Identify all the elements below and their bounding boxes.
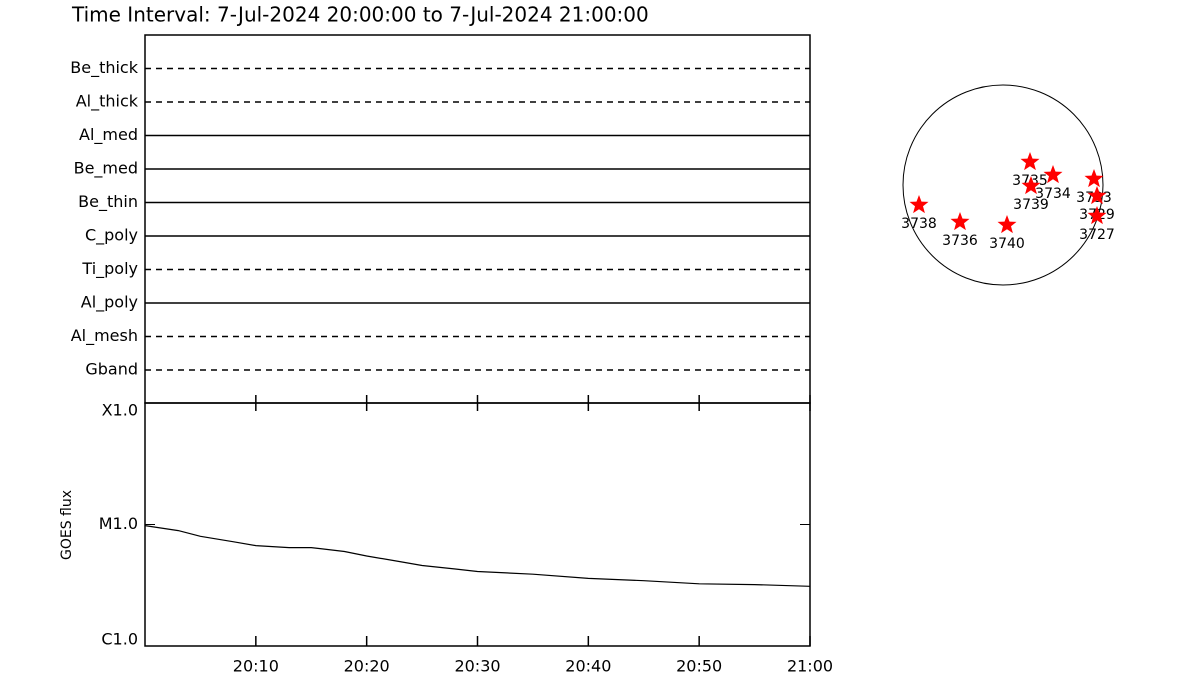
- active-region-label: 3739: [1013, 197, 1049, 213]
- filter-label: Gband: [85, 360, 138, 379]
- filter-label: Al_med: [79, 125, 138, 145]
- chart-title: Time Interval: 7-Jul-2024 20:00:00 to 7-…: [71, 3, 649, 27]
- x-tick-label: 20:50: [676, 657, 722, 676]
- filter-label: C_poly: [85, 226, 138, 246]
- active-region-star: [950, 212, 970, 231]
- y-tick-label: C1.0: [101, 630, 138, 649]
- filter-label: Be_thin: [78, 192, 138, 212]
- filter-label: Be_thick: [70, 58, 138, 78]
- active-region-star: [1043, 165, 1063, 184]
- y-tick-label: X1.0: [102, 401, 138, 420]
- active-region-label: 3734: [1035, 186, 1071, 202]
- filter-label: Ti_poly: [81, 259, 138, 279]
- solar-disk: [902, 84, 1104, 286]
- active-region-star: [1084, 169, 1104, 188]
- active-region-label: 3740: [989, 236, 1025, 252]
- active-region-star: [997, 215, 1017, 234]
- x-tick-label: 20:30: [454, 657, 500, 676]
- active-region-star: [1021, 176, 1041, 195]
- active-region-star: [909, 195, 929, 214]
- x-tick-label: 21:00: [787, 657, 833, 676]
- active-region-star: [1087, 186, 1107, 205]
- filter-label: Al_thick: [76, 92, 139, 112]
- filter-label: Al_mesh: [71, 326, 138, 346]
- x-tick-label: 20:40: [565, 657, 611, 676]
- filter-label: Al_poly: [81, 293, 138, 313]
- active-region-label: 3738: [901, 216, 937, 232]
- active-region-label: 3736: [942, 233, 978, 249]
- y-axis-label: GOES flux: [59, 490, 75, 560]
- x-tick-label: 20:10: [233, 657, 279, 676]
- filter-label: Be_med: [74, 159, 138, 179]
- x-tick-label: 20:20: [344, 657, 390, 676]
- goes-flux-line: [144, 525, 811, 587]
- active-region-label: 3727: [1079, 227, 1115, 243]
- active-region-star: [1087, 206, 1107, 225]
- active-region-star: [1020, 152, 1040, 171]
- y-tick-label: M1.0: [99, 514, 138, 533]
